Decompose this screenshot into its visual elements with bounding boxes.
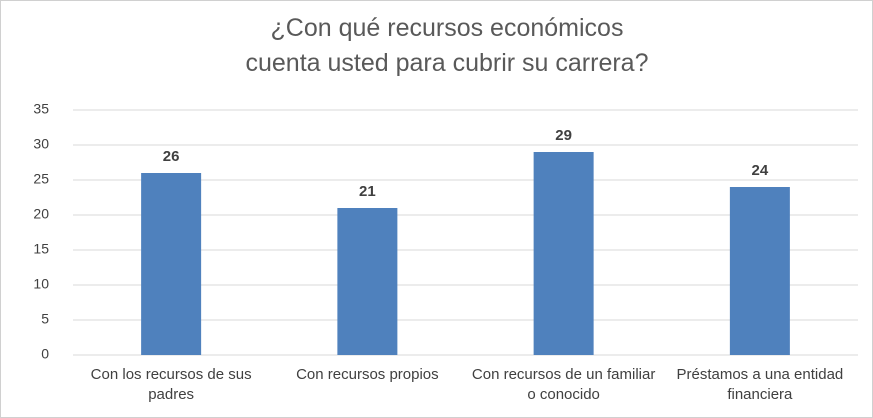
data-label: 21 — [359, 183, 376, 200]
bar — [729, 187, 790, 355]
x-tick-label: Con recursos de un familiar o conocido — [471, 366, 656, 403]
bar — [337, 208, 398, 355]
y-tick-label: 0 — [41, 346, 49, 362]
data-label: 24 — [752, 162, 769, 179]
y-tick-label: 25 — [33, 171, 49, 187]
y-tick-label: 15 — [33, 241, 49, 257]
y-tick-label: 10 — [33, 276, 49, 292]
y-tick-label: 35 — [33, 101, 49, 117]
bar — [533, 152, 594, 355]
x-tick-label: Con recursos propios — [296, 366, 439, 383]
y-tick-label: 5 — [41, 311, 49, 327]
y-tick-label: 20 — [33, 206, 49, 222]
bar — [141, 173, 202, 355]
x-tick-label: Con los recursos de sus padres — [90, 366, 252, 403]
chart-title: ¿Con qué recursos económicos cuenta uste… — [245, 14, 649, 77]
data-label: 26 — [163, 148, 180, 165]
x-tick-label: Préstamos a una entidad financiera — [676, 366, 844, 403]
y-tick-label: 30 — [33, 136, 49, 152]
data-label: 29 — [555, 127, 572, 144]
